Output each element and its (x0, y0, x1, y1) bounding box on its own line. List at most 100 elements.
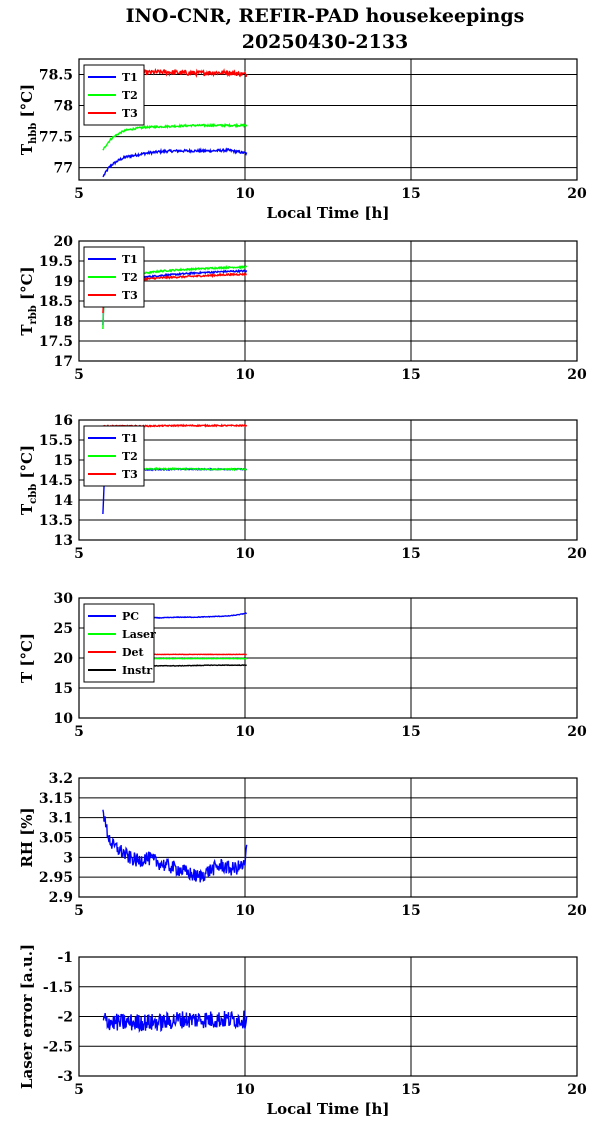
legend-label: T1 (122, 253, 138, 266)
y-tick-label: 20 (54, 234, 74, 250)
legend: T1 T2 T3 (83, 246, 145, 308)
legend: T1 T2 T3 (83, 64, 145, 126)
x-tick-label: 10 (235, 724, 255, 740)
x-tick-label: 5 (74, 367, 84, 383)
plot-frame (78, 777, 578, 898)
legend: PC Laser Det Instr (83, 603, 156, 683)
plot-frame (78, 956, 578, 1077)
y-tick-label: 3.2 (49, 771, 73, 787)
x-tick-label: 10 (235, 186, 255, 202)
y-axis-label-unit: [°C] (18, 84, 36, 123)
x-tick-label: 5 (74, 724, 84, 740)
x-tick-label: 5 (74, 546, 84, 562)
x-tick-label: 10 (235, 546, 255, 562)
y-tick-label: 3 (63, 850, 73, 866)
y-tick-label: 3.15 (39, 791, 73, 807)
y-tick-label: 15 (54, 453, 73, 469)
y-axis-label-unit: [°C] (18, 266, 36, 305)
x-tick-label: 5 (74, 186, 84, 202)
x-tick-label: 15 (401, 546, 420, 562)
y-axis-label-main: T (18, 143, 36, 155)
x-tick-label: 5 (74, 903, 84, 919)
y-tick-label: 14 (54, 493, 74, 509)
y-axis-label-main: RH [%] (18, 807, 36, 867)
legend-label: T3 (122, 107, 138, 120)
plot-frame (78, 58, 578, 181)
panel-laser: -3 -2.5 -2 -1.5 -1 5 10 15 20 Local Time [h] Laser… (18, 944, 587, 1118)
x-tick-label: 20 (567, 186, 587, 202)
y-axis-label: Laser error [a.u.] (18, 944, 36, 1089)
legend-label: T1 (122, 71, 138, 84)
y-tick-label: 77.5 (39, 130, 73, 146)
x-tick-label: 15 (401, 1082, 420, 1098)
figure-title-line1: INO-CNR, REFIR-PAD housekeepings (126, 5, 525, 27)
legend-label: T2 (122, 271, 138, 284)
x-tick-label: 20 (567, 546, 587, 562)
x-tick-label: 15 (401, 367, 420, 383)
x-tick-label: 5 (74, 1082, 84, 1098)
y-tick-label: 17 (54, 354, 73, 370)
x-tick-label: 10 (235, 903, 255, 919)
y-tick-label: 77 (54, 161, 73, 177)
panel-rh: 2.9 2.95 3 3.05 3.1 3.15 3.2 5 10 15 20 RH [%] (18, 771, 587, 919)
x-tick-label: 10 (235, 1082, 255, 1098)
plot-frame (78, 419, 578, 541)
y-tick-label: 78.5 (39, 68, 73, 84)
y-tick-label: -2.5 (43, 1039, 73, 1055)
y-tick-label: 3.1 (49, 811, 73, 827)
y-axis-label-sub: cbb (28, 484, 39, 504)
panel-hbb: 77 77.5 78 78.5 5 10 15 20 T1 T2 T3 Local Time [h] T… (18, 58, 587, 222)
y-tick-label: 20 (54, 651, 74, 667)
y-tick-label: -1.5 (43, 980, 73, 996)
legend-label: Laser (122, 628, 156, 641)
legend-label: PC (122, 610, 139, 623)
y-axis-label: Trbb [°C] (18, 266, 39, 335)
legend-label: T3 (122, 289, 138, 302)
legend-label: Instr (122, 664, 152, 677)
y-tick-label: 30 (54, 591, 74, 607)
figure-title-line2: 20250430-2133 (242, 31, 409, 53)
legend-label: Det (122, 646, 145, 659)
x-tick-label: 20 (567, 367, 587, 383)
y-axis-label-main: T (18, 324, 36, 336)
y-axis-label-unit: [°C] (18, 445, 36, 484)
series-line-rh (102, 809, 248, 883)
y-tick-label: 19.5 (39, 254, 73, 270)
y-tick-label: 17.5 (39, 334, 73, 350)
y-axis-label-sub: rbb (28, 305, 39, 324)
x-axis-label: Local Time [h] (267, 204, 390, 222)
y-tick-label: 15 (54, 681, 73, 697)
y-tick-label: 25 (54, 621, 73, 637)
y-tick-label: 10 (54, 711, 74, 727)
x-tick-label: 20 (567, 1082, 587, 1098)
y-axis-label: RH [%] (18, 807, 36, 867)
y-tick-label: 3.05 (39, 831, 73, 847)
y-axis-label-sub: hbb (28, 123, 39, 144)
x-tick-label: 15 (401, 186, 420, 202)
y-tick-label: -1 (57, 950, 73, 966)
y-tick-label: 14.5 (39, 473, 73, 489)
y-tick-label: 13 (54, 533, 73, 549)
y-tick-label: 18 (54, 314, 73, 330)
legend-label: T2 (122, 89, 138, 102)
y-tick-label: -3 (57, 1069, 73, 1085)
y-axis-label: T [°C] (18, 633, 36, 683)
legend-label: T1 (122, 432, 138, 445)
y-axis-label-main: T (18, 503, 36, 515)
y-axis-label-main: T (18, 671, 36, 683)
x-tick-label: 20 (567, 724, 587, 740)
y-axis-label-main: Laser error [a.u.] (18, 944, 36, 1089)
y-tick-label: -2 (57, 1010, 73, 1026)
series-line-t2 (102, 122, 248, 151)
x-axis-label: Local Time [h] (267, 1100, 390, 1118)
series-line-t1 (102, 147, 248, 178)
x-tick-label: 15 (401, 903, 420, 919)
legend-label: T3 (122, 468, 138, 481)
panel-cbb: 13 13.5 14 14.5 15 15.5 16 5 10 15 20 T1 T2 T3 Tcbb [°… (18, 413, 587, 562)
series-line-laser (102, 1010, 248, 1034)
y-axis-label-unit: [°C] (18, 633, 36, 672)
x-tick-label: 20 (567, 903, 587, 919)
